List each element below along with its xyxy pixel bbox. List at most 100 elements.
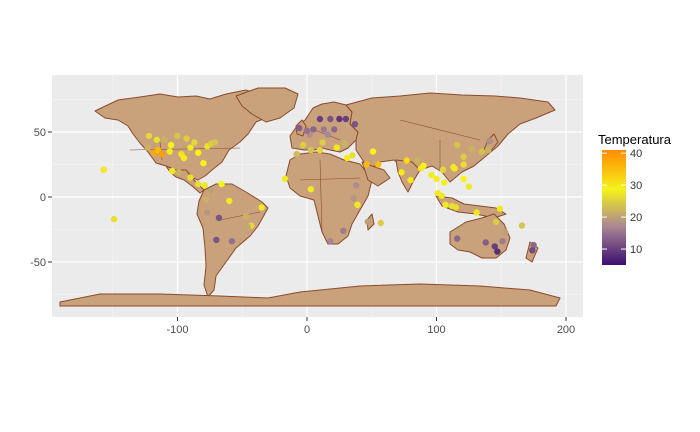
temperature-point <box>454 141 461 149</box>
legend-title: Temperatura <box>598 132 672 147</box>
temperature-point <box>327 238 334 245</box>
temperature-point <box>342 115 350 123</box>
temperature-point <box>340 227 347 234</box>
temperature-point <box>413 157 421 164</box>
temperature-point <box>204 209 211 216</box>
temperature-point <box>228 238 236 245</box>
temperature-point <box>501 228 509 236</box>
temperature-point <box>499 238 506 245</box>
temperature-point <box>438 192 445 199</box>
temperature-point <box>307 147 315 154</box>
legend-tick-label: 30 <box>630 180 642 192</box>
x-tick-label: 100 <box>427 324 445 336</box>
temperature-point <box>324 131 331 138</box>
temperature-point <box>375 161 382 168</box>
central-america <box>165 165 205 194</box>
legend-ticks: 10 20 30 40 <box>602 148 642 256</box>
temperature-point <box>316 147 324 154</box>
arabian-peninsula <box>361 161 391 187</box>
temperature-point <box>460 175 467 182</box>
temperature-point <box>153 136 160 143</box>
temperature-point <box>336 115 343 123</box>
africa <box>285 151 373 245</box>
southeast-asia-islands <box>435 195 507 219</box>
temperature-point <box>258 204 265 211</box>
temperature-point <box>202 196 210 203</box>
temperature-point <box>180 154 188 162</box>
temperature-point <box>442 201 449 208</box>
temperature-point <box>310 126 317 133</box>
temperature-point <box>293 150 300 158</box>
temperature-point <box>175 169 182 176</box>
temperature-point <box>460 153 467 160</box>
temperature-point <box>154 147 162 154</box>
temperature-point <box>420 162 427 169</box>
temperature-point <box>327 115 334 123</box>
temperature-point <box>485 147 492 154</box>
legend-colorbar <box>602 150 626 265</box>
temperature-point <box>452 204 460 211</box>
temperature-point <box>244 223 251 231</box>
temperature-point <box>496 205 504 212</box>
temperature-point <box>403 157 410 164</box>
land-masses <box>59 87 561 307</box>
temperature-point <box>200 160 207 167</box>
temperature-point <box>226 197 233 205</box>
temperature-point <box>398 169 405 176</box>
x-axis-ticks: -100 0 100 200 <box>166 317 575 336</box>
temperature-point <box>473 209 480 216</box>
temperature-point <box>530 241 537 249</box>
legend-tick-label: 10 <box>630 244 642 256</box>
temperature-point <box>319 139 326 146</box>
temperature-point <box>407 176 414 184</box>
temperature-point <box>428 171 435 179</box>
temperature-point <box>187 174 194 181</box>
temperature-point <box>183 135 190 142</box>
temperature-point <box>333 144 340 151</box>
temperature-point <box>364 218 372 225</box>
temperature-point <box>349 152 356 159</box>
temperature-point <box>320 126 328 133</box>
temperature-point <box>460 161 467 168</box>
temperature-point <box>167 141 175 149</box>
temperature-point <box>144 144 151 151</box>
temperature-point <box>110 215 118 223</box>
temperature-point <box>169 167 176 175</box>
temperature-point <box>195 180 202 188</box>
temperature-point <box>350 195 357 202</box>
temperature-point <box>161 136 168 143</box>
temperature-point <box>207 187 215 194</box>
temperature-point <box>330 126 338 133</box>
temperature-point <box>201 182 208 189</box>
legend-tick-label: 40 <box>630 148 642 160</box>
temperature-point <box>465 183 473 190</box>
temperature-point <box>468 145 475 153</box>
temperature-point <box>215 214 223 221</box>
temperature-point <box>478 148 486 155</box>
x-tick-label: 0 <box>304 324 310 336</box>
temperature-point <box>491 243 498 250</box>
legend-tick-label: 20 <box>630 212 642 224</box>
x-tick-label: 200 <box>557 324 575 336</box>
temperature-point <box>351 121 359 128</box>
temperature-point <box>377 219 385 227</box>
temperature-point <box>100 166 107 173</box>
temperature-point <box>316 115 324 123</box>
temperature-point <box>353 182 360 189</box>
temperature-point <box>439 166 447 173</box>
temperature-point <box>518 222 526 229</box>
antarctica <box>59 283 561 307</box>
temperature-point <box>213 236 220 244</box>
temperature-point <box>195 149 202 156</box>
y-tick-label: -50 <box>30 257 46 269</box>
asia <box>345 92 556 183</box>
temperature-point <box>454 235 461 242</box>
temperature-point <box>482 239 489 246</box>
temperature-point <box>343 154 351 162</box>
y-tick-label: 50 <box>34 127 46 139</box>
temperature-point <box>174 132 181 140</box>
greenland <box>235 87 299 123</box>
temperature-point <box>187 144 194 151</box>
